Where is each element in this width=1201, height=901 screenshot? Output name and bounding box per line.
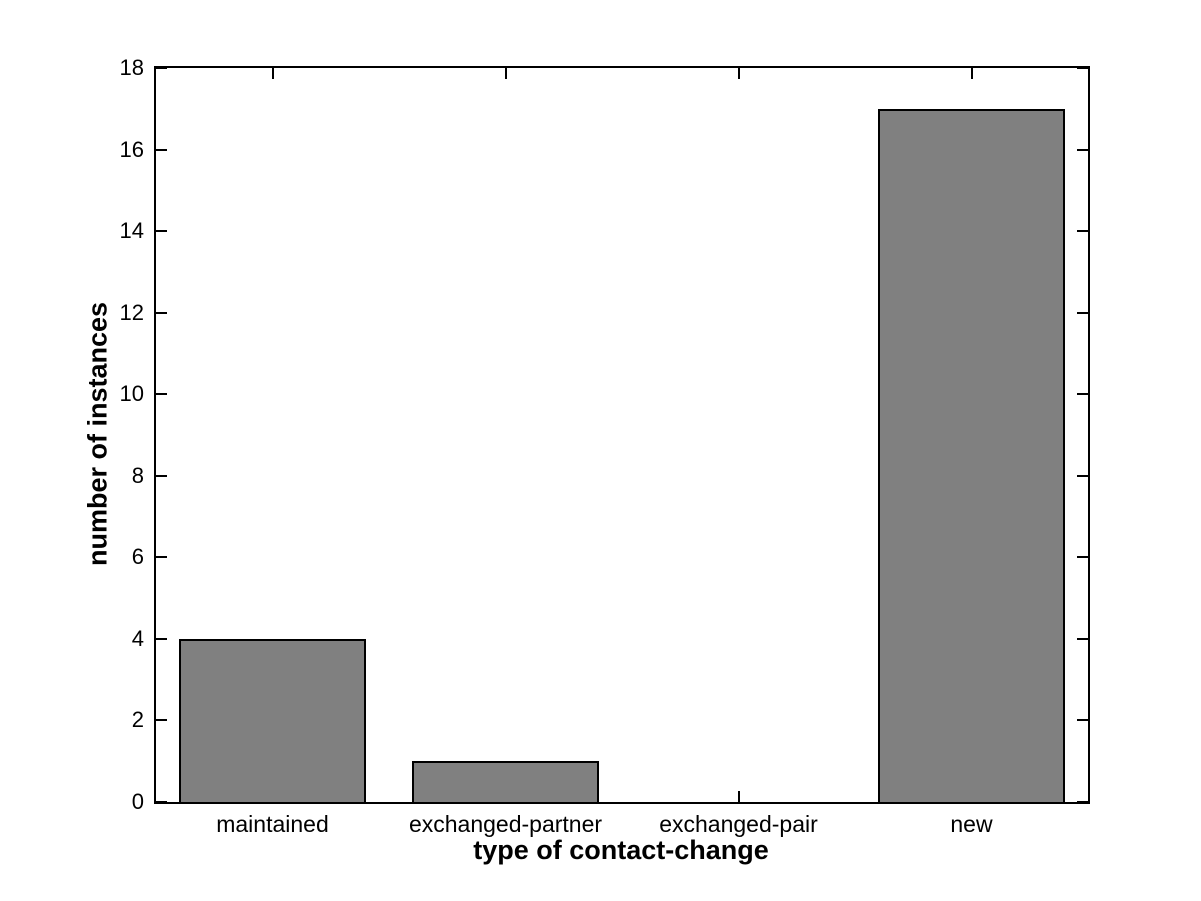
- bar-exchanged-partner: [412, 761, 599, 802]
- y-tick-right: [1077, 230, 1088, 233]
- y-tick-left: [156, 67, 167, 69]
- x-tick-top: [271, 68, 274, 79]
- x-tick-top: [504, 68, 507, 79]
- y-tick-right: [1077, 801, 1088, 803]
- y-tick-right: [1077, 148, 1088, 151]
- y-tick-left: [156, 637, 167, 640]
- y-tick-left: [156, 148, 167, 151]
- x-tick-label: exchanged-partner: [408, 811, 603, 837]
- y-tick-label: 4: [131, 625, 144, 651]
- x-axis-label: type of contact-change: [473, 835, 769, 865]
- bar-maintained: [179, 638, 366, 802]
- y-tick-left: [156, 393, 167, 396]
- x-tick-top: [970, 68, 973, 79]
- y-tick-left: [156, 556, 167, 559]
- y-tick-left: [156, 311, 167, 314]
- x-tick-top: [737, 68, 740, 79]
- y-tick-label: 14: [119, 218, 144, 244]
- x-tick-label: maintained: [216, 811, 329, 837]
- y-tick-label: 6: [131, 544, 144, 570]
- bar-new: [878, 108, 1065, 802]
- y-tick-right: [1077, 311, 1088, 314]
- y-tick-label: 0: [131, 789, 144, 814]
- y-tick-left: [156, 230, 167, 233]
- x-tick-label: exchanged-pair: [659, 811, 818, 837]
- y-tick-right: [1077, 474, 1088, 477]
- x-tick-bottom: [737, 791, 740, 802]
- y-tick-label: 12: [119, 299, 144, 325]
- x-tick-label: new: [950, 811, 993, 837]
- y-tick-right: [1077, 719, 1088, 722]
- y-axis-label: number of instances: [82, 301, 113, 567]
- plot-area: 0 2 4 6 8 10 12 14 16 18 maintained exchanged-partn…: [120, 56, 1090, 837]
- y-tick-label: 10: [119, 381, 144, 407]
- y-tick-left: [156, 801, 167, 803]
- y-tick-right: [1077, 637, 1088, 640]
- y-tick-right: [1077, 67, 1088, 69]
- y-tick-left: [156, 719, 167, 722]
- y-tick-label: 18: [119, 55, 144, 80]
- y-tick-label: 16: [119, 136, 144, 162]
- y-tick-left: [156, 474, 167, 477]
- y-tick-label: 8: [131, 462, 144, 488]
- y-tick-right: [1077, 556, 1088, 559]
- y-tick-label: 2: [131, 707, 144, 733]
- y-tick-right: [1077, 393, 1088, 396]
